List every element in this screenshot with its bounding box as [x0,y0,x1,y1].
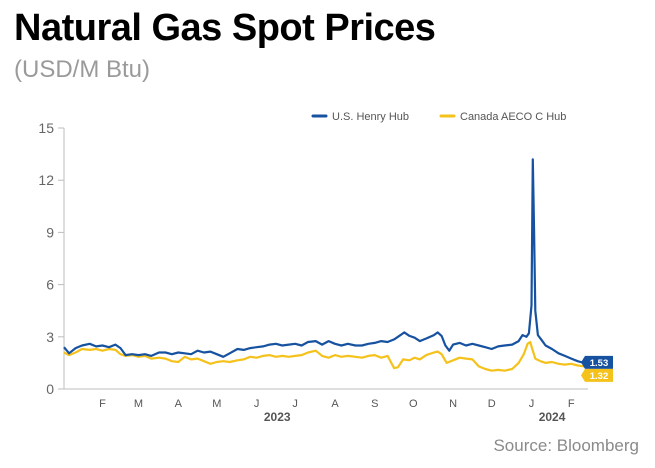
chart-title: Natural Gas Spot Prices [14,7,436,49]
x-tick-label: N [449,398,457,410]
y-tick-label: 9 [46,224,54,240]
y-tick-label: 0 [46,381,54,397]
x-tick-label: J [292,398,298,410]
x-tick-label: A [175,398,183,410]
year-label: 2024 [539,410,566,424]
chart-subtitle: (USD/M Btu) [14,56,151,83]
x-tick-label: F [99,398,106,410]
end-label-pointer [581,368,585,382]
x-tick-label: J [254,398,260,410]
year-label: 2023 [264,410,291,424]
x-tick-label: D [488,398,496,410]
series-line-aeco [63,340,589,372]
x-tick-label: J [529,398,535,410]
legend-label: Canada AECO C Hub [460,111,566,123]
end-label-box [585,368,613,382]
y-tick-label: 3 [46,329,54,345]
x-tick-label: M [134,398,143,410]
series-line-henry-hub [63,158,589,364]
source-note: Source: Bloomberg [493,436,639,455]
legend-label: U.S. Henry Hub [332,111,409,123]
end-label-box [585,355,613,369]
y-tick-label: 12 [38,172,54,188]
end-value-label: 1.32 [590,371,609,382]
x-tick-label: A [331,398,339,410]
y-tick-label: 6 [46,277,54,293]
x-tick-label: O [409,398,418,410]
x-tick-label: M [212,398,221,410]
y-tick-label: 15 [38,120,54,136]
x-tick-label: F [568,398,575,410]
end-value-label: 1.53 [590,358,609,369]
x-tick-label: S [371,398,378,410]
end-label-pointer [581,355,585,369]
